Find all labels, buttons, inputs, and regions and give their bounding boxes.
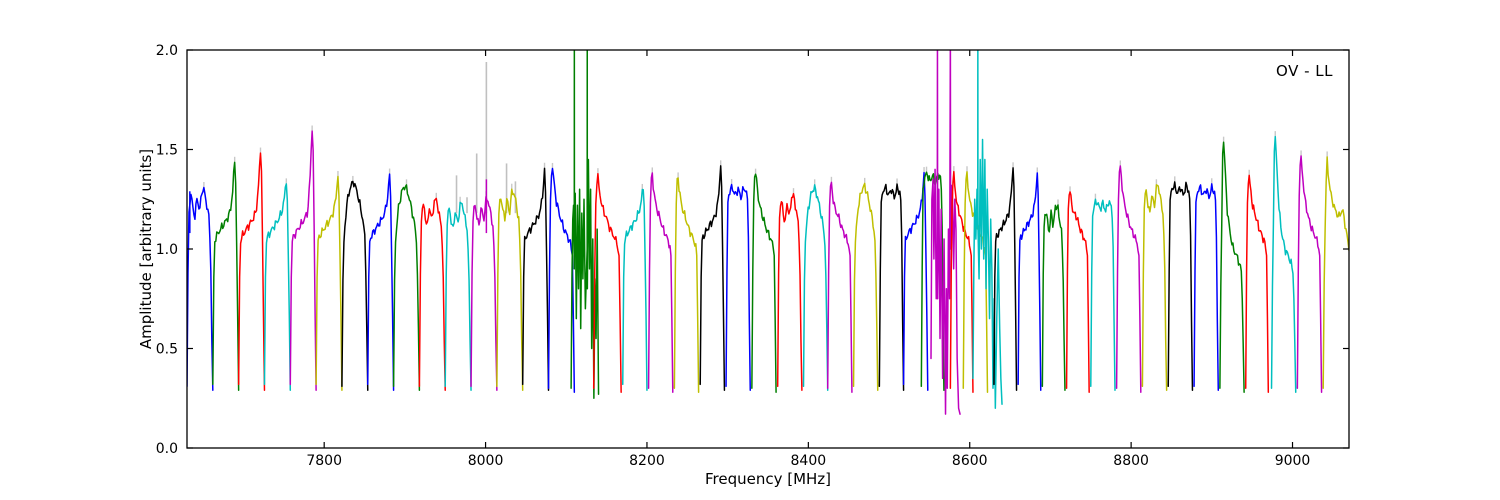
x-tick-label-9000: 9000 bbox=[1275, 453, 1311, 469]
bandpass-curve-c-8750 bbox=[1090, 198, 1116, 392]
bandpass-curve-b-8078 bbox=[547, 167, 576, 394]
y-tick-label-2.0: 2.0 bbox=[156, 43, 178, 59]
bandpass-curve-c-8974 bbox=[1270, 135, 1297, 394]
bandpass-curve-r-8942 bbox=[1244, 174, 1270, 394]
bandpass-curve-y-8456 bbox=[852, 182, 879, 392]
bandpass-curve-r-8362 bbox=[776, 192, 803, 392]
x-tick-label-8400: 8400 bbox=[791, 453, 827, 469]
bandpass-curve-g-8330 bbox=[751, 173, 777, 394]
bandpass-curve-b-8298 bbox=[725, 183, 751, 392]
bandpass-curve-c-8170 bbox=[622, 188, 648, 392]
plot-area bbox=[187, 50, 1349, 415]
bandpass-curve-k-8630 bbox=[993, 167, 1018, 392]
x-tick-label-7800: 7800 bbox=[306, 453, 342, 469]
bandpass-curve-m-8552 bbox=[930, 50, 961, 415]
bandpass-curve-c-8394 bbox=[802, 184, 829, 392]
bandpass-curve-c-7726 bbox=[263, 183, 292, 392]
bandpass-curve-y-8814 bbox=[1141, 184, 1168, 392]
bandpass-curve-b-8878 bbox=[1193, 183, 1220, 392]
bandpass-curve-g-7886 bbox=[392, 184, 421, 392]
bandpass-curve-b-7854 bbox=[367, 173, 395, 392]
bandpass-curve-k-8846 bbox=[1167, 181, 1194, 392]
bandpass-curve-k-8046 bbox=[521, 167, 550, 392]
bandpass-curve-m-8424 bbox=[826, 181, 853, 394]
axes: 7800 8000 8200 8400 8600 8800 9000 0.0 0.5 1.0 1.5… bbox=[156, 43, 1350, 469]
bandpass-curve-k-7822 bbox=[341, 180, 369, 392]
x-tick-label-8000: 8000 bbox=[468, 453, 504, 469]
bandpass-curve-y-8014 bbox=[496, 188, 524, 392]
x-tick-label-8200: 8200 bbox=[629, 453, 665, 469]
bandpass-curve-r-7918 bbox=[418, 197, 446, 392]
bandpass-curve-g-8690 bbox=[1041, 204, 1066, 392]
x-axis-label: Frequency [MHz] bbox=[704, 470, 832, 488]
y-tick-label-1.5: 1.5 bbox=[156, 143, 178, 159]
bandpass-curve-y-7790 bbox=[315, 175, 343, 392]
bandpass-curve-m-7758 bbox=[289, 130, 317, 392]
bandpass-curve-r-7694 bbox=[237, 152, 266, 392]
bandpass-curve-m-9006 bbox=[1296, 155, 1323, 394]
bandpass-curve-g-8540 bbox=[920, 171, 945, 392]
bandpass-curve-r-8134 bbox=[592, 172, 622, 394]
bandpass-curve-k-8266 bbox=[699, 165, 726, 392]
x-tick-label-8600: 8600 bbox=[952, 453, 988, 469]
y-tick-label-0.5: 0.5 bbox=[156, 342, 178, 358]
bandpass-curve-c-7950 bbox=[444, 201, 472, 392]
bandpass-curve-g-8106 bbox=[570, 50, 600, 399]
bandpass-curve-r-8576 bbox=[949, 170, 974, 394]
y-tick-label-0.0: 0.0 bbox=[156, 441, 178, 457]
bandpass-curve-k-8488 bbox=[878, 183, 905, 392]
bandpass-curve-g-7662 bbox=[212, 161, 240, 392]
bandpass-curve-y-9038 bbox=[1322, 156, 1349, 390]
bandpass-curve-m-8782 bbox=[1115, 165, 1142, 394]
x-tick-label-8800: 8800 bbox=[1113, 453, 1149, 469]
bandpass-curve-m-8202 bbox=[647, 172, 674, 394]
bandpass-curve-c-8604 bbox=[972, 50, 1003, 409]
corner-label: OV - LL bbox=[1276, 62, 1333, 80]
bandpass-curve-r-8720 bbox=[1065, 191, 1090, 394]
bandpass-curve-b-7630 bbox=[187, 186, 214, 392]
bandpass-curve-g-8910 bbox=[1219, 141, 1245, 394]
axes-frame bbox=[186, 49, 1350, 449]
bandpass-curve-m-7982 bbox=[470, 196, 498, 392]
bandpass-curve-b-8518 bbox=[902, 171, 929, 392]
bandpass-curve-y-8234 bbox=[673, 177, 700, 394]
bandpass-curve-b-8660 bbox=[1017, 172, 1042, 392]
y-tick-label-1.0: 1.0 bbox=[156, 242, 178, 258]
y-axis-label: Amplitude [arbitrary units] bbox=[137, 148, 155, 350]
